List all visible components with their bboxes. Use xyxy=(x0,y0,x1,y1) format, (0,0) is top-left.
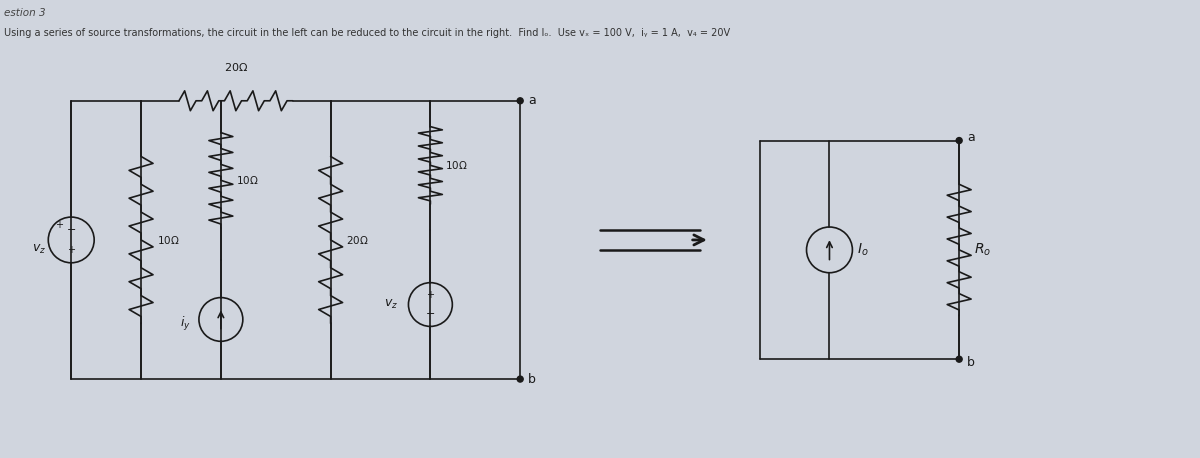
Circle shape xyxy=(517,376,523,382)
Text: −: − xyxy=(426,310,436,319)
Text: Using a series of source transformations, the circuit in the left can be reduced: Using a series of source transformations… xyxy=(5,28,731,38)
Text: estion 3: estion 3 xyxy=(5,8,46,18)
Text: 10$\Omega$: 10$\Omega$ xyxy=(157,234,180,246)
Text: $v_z$: $v_z$ xyxy=(32,243,47,256)
Circle shape xyxy=(956,137,962,143)
Text: 10$\Omega$: 10$\Omega$ xyxy=(236,174,258,186)
Text: $v_z$: $v_z$ xyxy=(384,298,398,311)
Text: 20$\Omega$: 20$\Omega$ xyxy=(223,61,248,73)
Text: −: − xyxy=(66,224,76,234)
Text: +: + xyxy=(67,245,76,255)
Text: +: + xyxy=(426,290,434,300)
Text: $R_o$: $R_o$ xyxy=(974,242,991,258)
Text: a: a xyxy=(967,131,974,144)
Text: 20$\Omega$: 20$\Omega$ xyxy=(346,234,368,246)
Text: a: a xyxy=(528,94,536,107)
Circle shape xyxy=(956,356,962,362)
Text: $I_o$: $I_o$ xyxy=(858,242,869,258)
Text: b: b xyxy=(967,356,976,369)
Text: +: + xyxy=(55,220,64,230)
Text: 10$\Omega$: 10$\Omega$ xyxy=(445,159,468,171)
Text: $i_y$: $i_y$ xyxy=(180,316,191,333)
Text: b: b xyxy=(528,373,536,386)
Circle shape xyxy=(517,98,523,104)
